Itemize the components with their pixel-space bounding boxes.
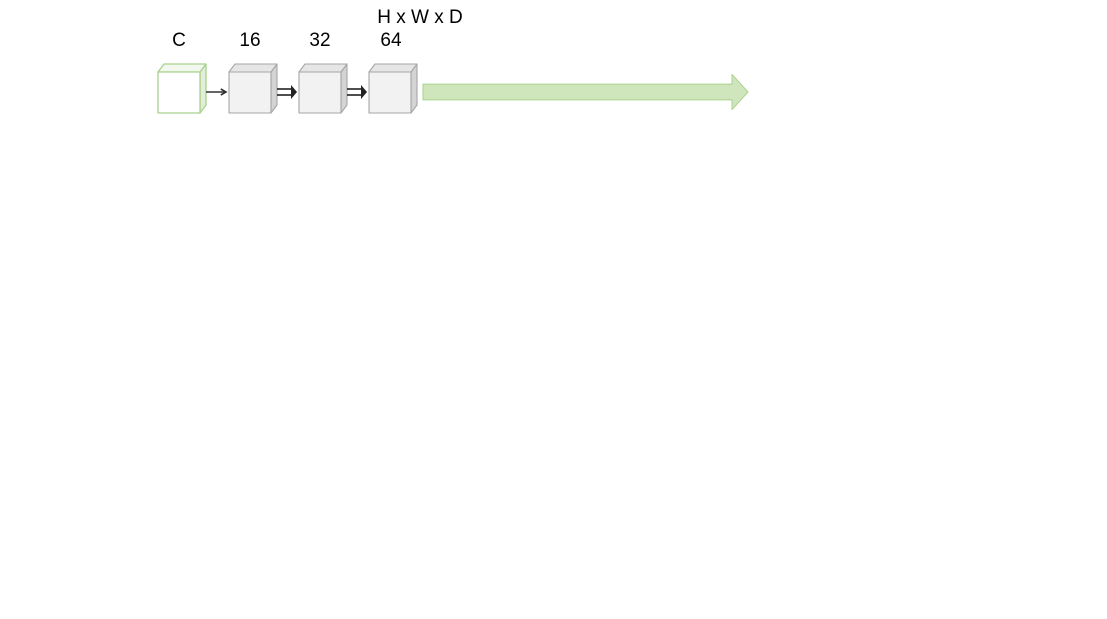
svg-text:32: 32 <box>309 30 330 51</box>
svg-text:H x W x D: H x W x D <box>377 7 463 28</box>
svg-text:64: 64 <box>380 30 402 51</box>
svg-text:C: C <box>172 30 186 51</box>
svg-text:16: 16 <box>239 30 260 51</box>
